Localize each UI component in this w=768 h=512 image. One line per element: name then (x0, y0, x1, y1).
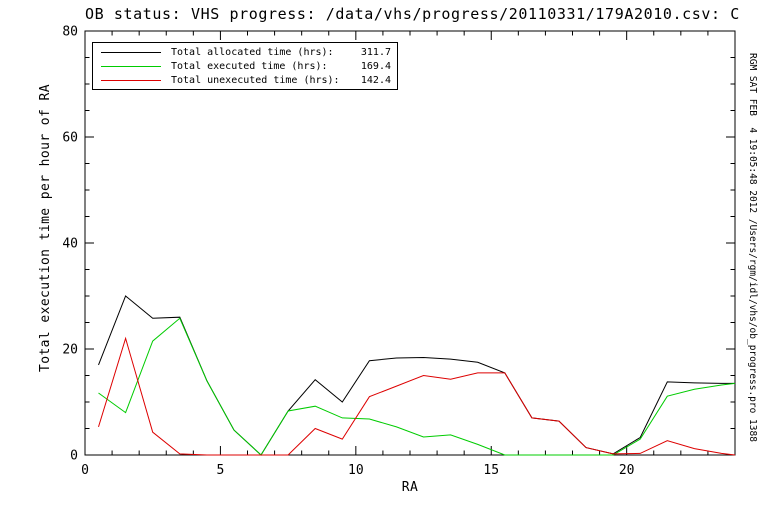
x-tick-label: 10 (348, 463, 364, 478)
x-tick-label: 20 (619, 463, 635, 478)
legend-box: Total allocated time (hrs): 311.7 Total … (92, 42, 398, 90)
x-tick-label: 15 (483, 463, 499, 478)
legend-line-sample-unexecuted (101, 79, 161, 81)
legend-line-sample-allocated (101, 51, 161, 53)
y-tick-label: 80 (62, 25, 78, 40)
series-line-total-executed-time (98, 317, 736, 456)
x-tick-label: 0 (81, 463, 89, 478)
y-tick-label: 40 (62, 237, 78, 252)
series-line-total-unexecuted-time (98, 336, 736, 456)
legend-item-allocated: Total allocated time (hrs): 311.7 (101, 46, 391, 59)
chart-title: OB status: VHS progress: /data/vhs/progr… (85, 5, 740, 23)
legend-label: Total allocated time (hrs): (171, 46, 334, 58)
x-axis-label: RA (401, 480, 419, 495)
legend-item-executed: Total executed time (hrs): 169.4 (101, 60, 391, 73)
legend-item-unexecuted: Total unexecuted time (hrs): 142.4 (101, 74, 391, 87)
series-line-total-allocated-time (98, 295, 735, 456)
timestamp-annotation: RGM SAT FEB 4 19:05:48 2012 /Users/rgm/i… (747, 53, 758, 442)
y-axis-label: Total execution time per hour of RA (38, 84, 53, 372)
legend-label: Total executed time (hrs): (171, 60, 328, 72)
legend-value: 142.4 (360, 74, 391, 86)
y-tick-label: 0 (70, 449, 78, 464)
legend-value: 311.7 (360, 46, 391, 58)
y-tick-label: 60 (62, 131, 78, 146)
legend-line-sample-executed (101, 65, 161, 67)
x-tick-label: 5 (217, 463, 225, 478)
y-tick-label: 20 (62, 343, 78, 358)
plot-frame (84, 30, 736, 456)
legend-value: 169.4 (360, 60, 391, 72)
legend-label: Total unexecuted time (hrs): (171, 74, 340, 86)
